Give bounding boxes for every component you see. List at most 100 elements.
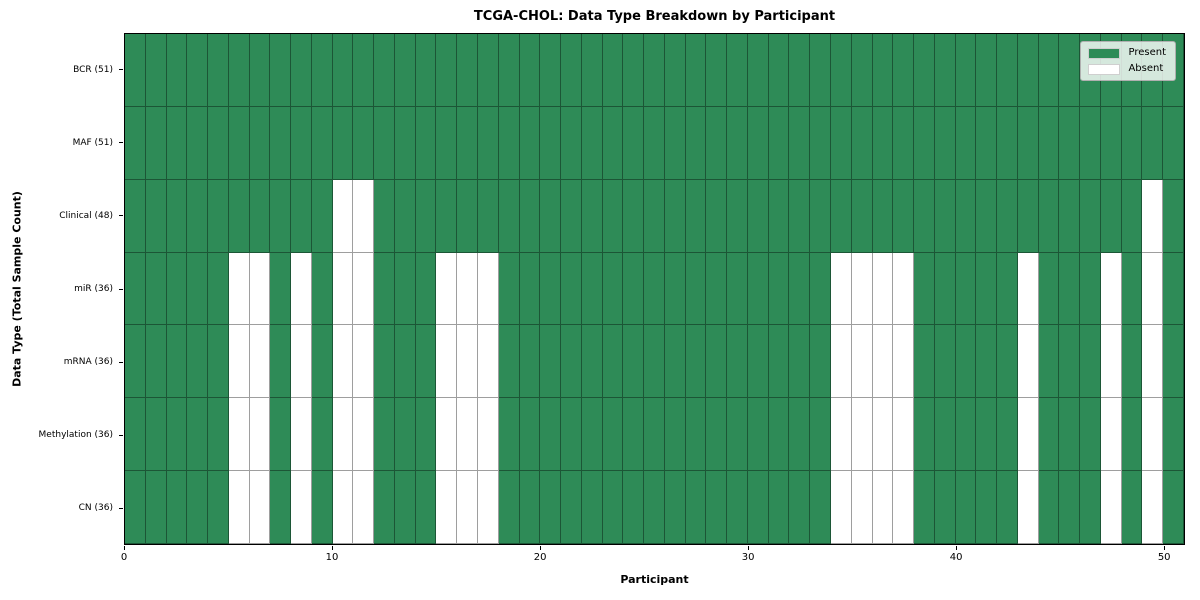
heatmap-cell (581, 106, 603, 180)
heatmap-cell (581, 398, 603, 472)
heatmap-cell (747, 471, 769, 544)
heatmap-cell (145, 471, 167, 544)
heatmap-cell (644, 179, 665, 253)
y-tick-label: CN (36) (78, 503, 113, 514)
heatmap-cell (602, 471, 624, 544)
heatmap-cell (187, 325, 209, 399)
heatmap-cell (914, 34, 935, 107)
heatmap-cell (519, 471, 541, 544)
heatmap-cell (893, 179, 915, 253)
x-tick-mark (331, 546, 333, 550)
heatmap-cell (1142, 179, 1164, 253)
heatmap-cell (768, 398, 790, 472)
heatmap-cell (706, 252, 728, 326)
heatmap-cell (955, 471, 977, 544)
heatmap-cell (1100, 179, 1122, 253)
heatmap-cell (789, 179, 811, 253)
heatmap-cell (353, 106, 375, 180)
y-tick-mark (119, 288, 123, 290)
heatmap-grid (125, 34, 1184, 544)
heatmap-cell (394, 398, 416, 472)
x-tick-label: 0 (120, 552, 128, 563)
heatmap-cell (270, 398, 292, 472)
heatmap-cell (415, 106, 437, 180)
heatmap-cell (1038, 252, 1060, 326)
heatmap-cell (561, 398, 582, 472)
heatmap-cell (394, 252, 416, 326)
heatmap-cell (498, 179, 520, 253)
heatmap-cell (747, 252, 769, 326)
heatmap-cell (851, 106, 873, 180)
heatmap-cell (125, 398, 146, 472)
heatmap-cell (934, 398, 956, 472)
x-axis-ticks: 0 10 20 30 40 50 (120, 545, 1185, 567)
heatmap-cell (249, 252, 271, 326)
heatmap-cell (1100, 471, 1122, 544)
heatmap-cell (1121, 471, 1143, 544)
heatmap-cell (145, 34, 167, 107)
heatmap-cell (768, 106, 790, 180)
heatmap-cell (664, 471, 686, 544)
heatmap-cell (706, 106, 728, 180)
heatmap-cell (727, 398, 748, 472)
heatmap-cell (727, 179, 748, 253)
heatmap-cell (187, 471, 209, 544)
heatmap-cell (623, 34, 645, 107)
heatmap-cell (581, 34, 603, 107)
heatmap-cell (498, 252, 520, 326)
heatmap-cell (685, 471, 707, 544)
heatmap-cell (1163, 471, 1184, 544)
heatmap-cell (166, 252, 188, 326)
heatmap-cell (187, 106, 209, 180)
heatmap-cell (270, 34, 292, 107)
heatmap-cell (830, 252, 852, 326)
heatmap-cell (187, 179, 209, 253)
heatmap-cell (125, 34, 146, 107)
x-tick-label: 50 (1157, 552, 1171, 563)
heatmap-cell (664, 325, 686, 399)
heatmap-cell (477, 471, 499, 544)
heatmap-cell (644, 34, 665, 107)
heatmap-cell (561, 106, 582, 180)
heatmap-cell (374, 34, 395, 107)
heatmap-cell (1038, 34, 1060, 107)
heatmap-cell (914, 106, 935, 180)
heatmap-cell (581, 252, 603, 326)
heatmap-cell (228, 471, 250, 544)
heatmap-cell (997, 252, 1018, 326)
heatmap-cell (291, 106, 312, 180)
heatmap-cell (249, 398, 271, 472)
heatmap-cell (810, 325, 831, 399)
heatmap-cell (602, 179, 624, 253)
heatmap-cell (1142, 106, 1164, 180)
heatmap-cell (851, 325, 873, 399)
heatmap-cell (747, 398, 769, 472)
heatmap-cell (644, 252, 665, 326)
heatmap-cell (415, 252, 437, 326)
heatmap-cell (997, 325, 1018, 399)
heatmap-cell (602, 325, 624, 399)
heatmap-cell (311, 106, 333, 180)
heatmap-cell (706, 398, 728, 472)
heatmap-cell (1017, 252, 1039, 326)
heatmap-cell (623, 471, 645, 544)
heatmap-cell (1059, 471, 1081, 544)
heatmap-cell (394, 34, 416, 107)
heatmap-cell (976, 34, 998, 107)
y-tick-label: Methylation (36) (38, 430, 113, 441)
heatmap-cell (498, 106, 520, 180)
heatmap-cell (291, 471, 312, 544)
heatmap-cell (934, 471, 956, 544)
heatmap-cell (893, 471, 915, 544)
legend-label-absent: Absent (1128, 63, 1164, 74)
heatmap-cell (872, 252, 894, 326)
heatmap-cell (872, 471, 894, 544)
heatmap-cell (208, 34, 229, 107)
heatmap-cell (436, 179, 458, 253)
heatmap-cell (477, 325, 499, 399)
heatmap-cell (810, 106, 831, 180)
heatmap-cell (1142, 471, 1164, 544)
heatmap-cell (561, 252, 582, 326)
heatmap-cell (893, 398, 915, 472)
x-tick-mark (747, 546, 749, 550)
